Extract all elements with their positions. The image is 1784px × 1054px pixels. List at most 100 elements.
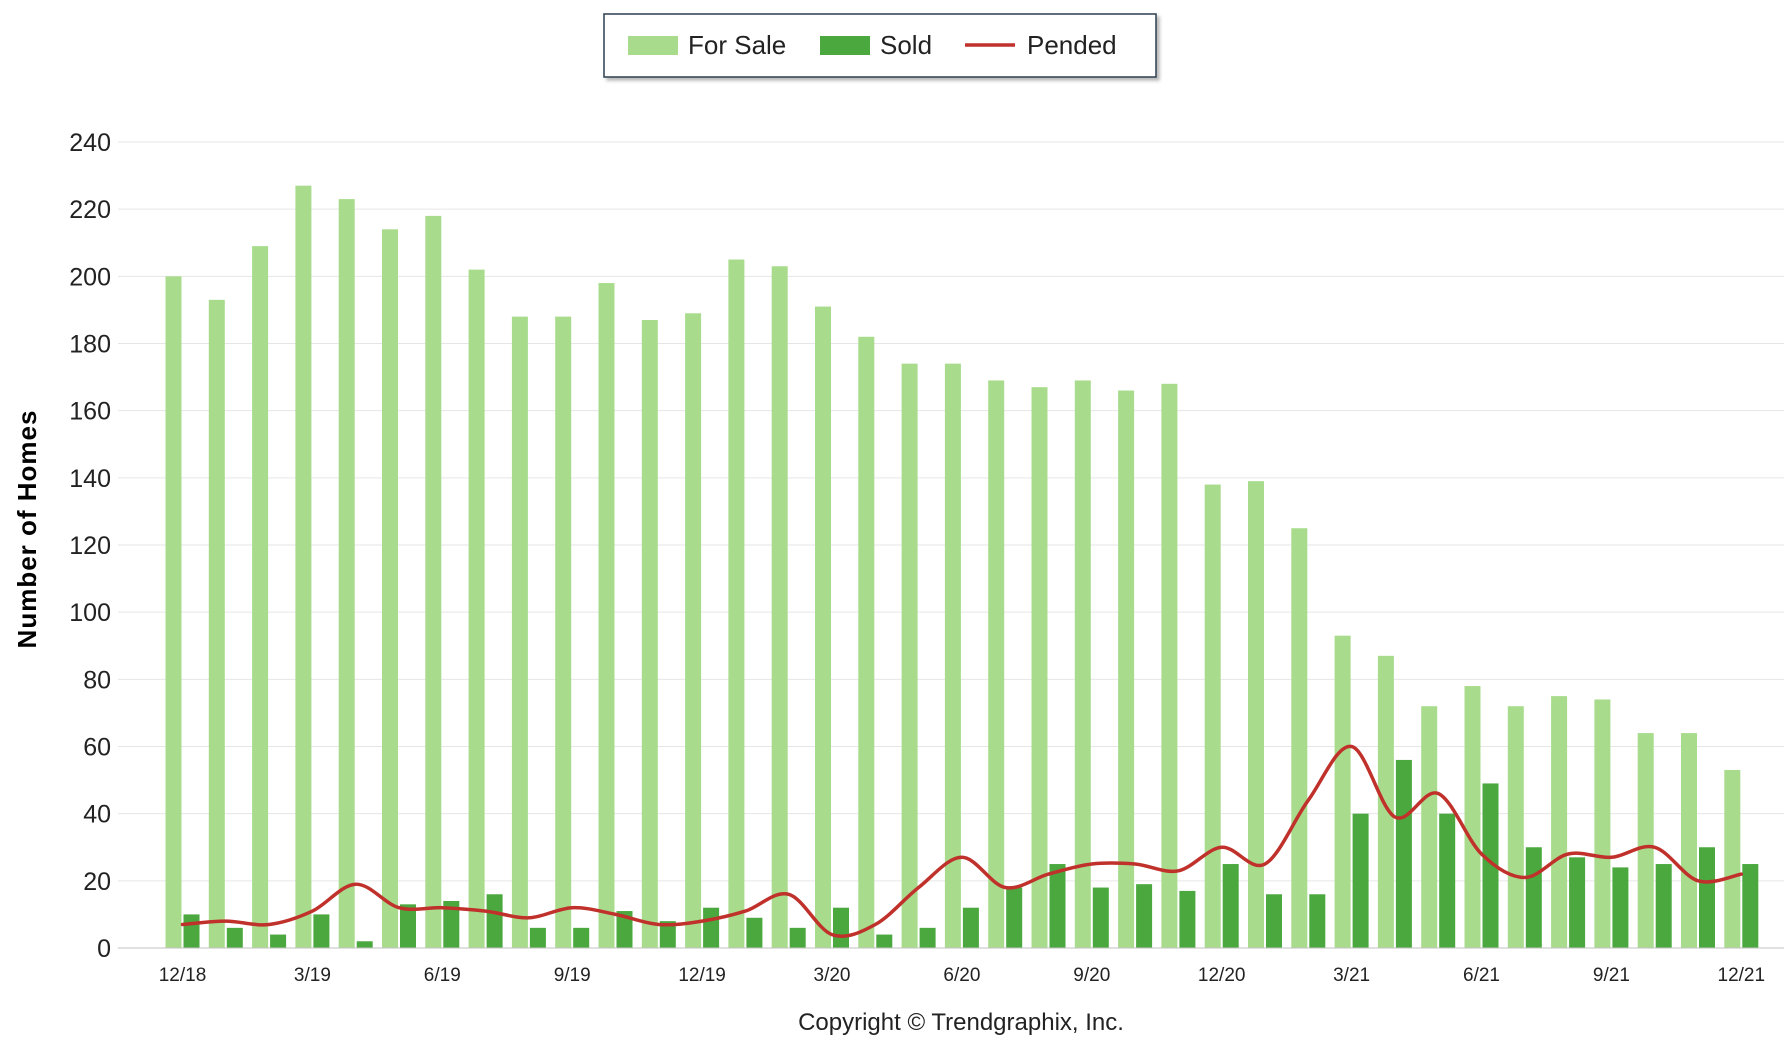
bar-sold bbox=[746, 917, 763, 948]
bar-sold bbox=[1179, 890, 1196, 948]
bar-sold bbox=[1266, 894, 1282, 948]
bar-sold bbox=[1092, 887, 1109, 948]
bar-sold bbox=[486, 894, 503, 948]
x-tick-label: 6/19 bbox=[424, 965, 461, 986]
bar-sold bbox=[1049, 864, 1066, 948]
y-tick-label: 40 bbox=[83, 801, 111, 829]
series-line-pended bbox=[180, 744, 1744, 938]
x-axis-ticks: 12/18 3/19 6/19 9/19 12/19 3/20 6/20 9/20 12/20 3… bbox=[159, 965, 1765, 986]
bar-sold bbox=[400, 904, 416, 948]
bar-sold bbox=[529, 927, 546, 948]
bar-sold bbox=[443, 900, 460, 948]
bar-for-sale bbox=[1637, 733, 1654, 948]
bar-for-sale bbox=[1421, 706, 1438, 948]
legend-swatch bbox=[820, 36, 870, 55]
x-tick-label: 9/20 bbox=[1073, 965, 1110, 986]
bar-sold bbox=[703, 907, 720, 948]
bar-for-sale bbox=[338, 199, 355, 948]
bar-sold bbox=[356, 941, 373, 948]
bar-for-sale bbox=[1377, 655, 1394, 948]
x-tick-label: 3/20 bbox=[814, 965, 851, 986]
bar-for-sale bbox=[1118, 390, 1135, 948]
bar-for-sale bbox=[382, 229, 398, 949]
bar-sold bbox=[1525, 847, 1542, 948]
bar-sold bbox=[1439, 813, 1456, 948]
bar-sold bbox=[962, 907, 979, 948]
legend-label: For Sale bbox=[688, 30, 786, 60]
bar-sold bbox=[183, 914, 200, 948]
bar-sold bbox=[226, 927, 243, 948]
bar-sold bbox=[833, 907, 849, 948]
bar-sold bbox=[1482, 783, 1499, 948]
x-tick-label: 3/19 bbox=[294, 965, 331, 986]
legend-item: For Sale bbox=[628, 30, 786, 60]
bar-for-sale bbox=[641, 319, 658, 948]
bar-for-sale bbox=[1074, 380, 1091, 949]
y-tick-label: 80 bbox=[83, 666, 111, 694]
bar-sold bbox=[1222, 864, 1239, 948]
legend: For Sale Sold Pended bbox=[603, 13, 1157, 78]
y-tick-label: 20 bbox=[83, 868, 111, 896]
bar-for-sale bbox=[252, 246, 269, 948]
legend-label: Sold bbox=[880, 30, 932, 60]
y-tick-label: 200 bbox=[69, 263, 111, 291]
bar-for-sale bbox=[295, 185, 312, 949]
bar-for-sale bbox=[1204, 484, 1221, 948]
bar-for-sale bbox=[815, 306, 831, 948]
bar-for-sale bbox=[1161, 383, 1178, 948]
bar-for-sale bbox=[685, 313, 702, 948]
bar-for-sale bbox=[944, 363, 961, 948]
bar-for-sale bbox=[511, 316, 528, 949]
bar-sold bbox=[616, 911, 633, 948]
bar-sold bbox=[919, 927, 936, 948]
bar-for-sale bbox=[1594, 699, 1611, 948]
x-tick-label: 9/19 bbox=[554, 965, 591, 986]
legend-swatch bbox=[628, 36, 678, 55]
legend-box bbox=[603, 13, 1157, 78]
bar-for-sale bbox=[771, 266, 788, 949]
y-tick-label: 220 bbox=[69, 196, 111, 224]
bar-sold bbox=[1352, 813, 1369, 948]
bars bbox=[165, 185, 1759, 949]
bar-for-sale bbox=[1031, 387, 1048, 948]
bar-for-sale bbox=[598, 283, 615, 948]
bar-for-sale bbox=[858, 336, 875, 948]
bar-sold bbox=[270, 934, 287, 948]
x-tick-label: 6/21 bbox=[1463, 965, 1500, 986]
bar-sold bbox=[1655, 864, 1672, 948]
y-tick-label: 120 bbox=[69, 532, 111, 560]
legend-item: Sold bbox=[820, 30, 932, 60]
bar-for-sale bbox=[728, 259, 745, 949]
y-axis-label: Number of Homes bbox=[12, 410, 42, 649]
y-tick-label: 60 bbox=[83, 734, 111, 762]
y-tick-label: 240 bbox=[69, 129, 111, 157]
bar-for-sale bbox=[1248, 481, 1264, 948]
bar-sold bbox=[659, 921, 676, 948]
bar-for-sale bbox=[208, 299, 225, 948]
x-tick-label: 6/20 bbox=[943, 965, 980, 986]
bar-for-sale bbox=[1681, 733, 1697, 948]
bar-for-sale bbox=[1334, 635, 1351, 948]
bar-for-sale bbox=[425, 215, 442, 949]
legend-label: Pended bbox=[1027, 30, 1117, 60]
bar-sold bbox=[1612, 867, 1629, 948]
y-tick-label: 140 bbox=[69, 465, 111, 493]
bar-for-sale bbox=[901, 363, 918, 948]
bar-sold bbox=[1136, 884, 1153, 948]
copyright-text: Copyright © Trendgraphix, Inc. bbox=[798, 1009, 1124, 1036]
bar-for-sale bbox=[1291, 528, 1308, 948]
bar-sold bbox=[313, 914, 330, 948]
x-tick-label: 12/20 bbox=[1198, 965, 1246, 986]
bar-for-sale bbox=[1551, 696, 1568, 948]
bar-sold bbox=[573, 927, 590, 948]
bar-sold bbox=[1006, 887, 1023, 948]
y-tick-label: 160 bbox=[69, 398, 111, 426]
bar-sold bbox=[1699, 847, 1715, 948]
bar-for-sale bbox=[1464, 686, 1481, 948]
y-axis-ticks: 0 20 40 60 80 100 120 140 160 180 200 220 240 bbox=[69, 129, 111, 963]
x-tick-label: 12/18 bbox=[159, 965, 207, 986]
x-tick-label: 12/21 bbox=[1718, 965, 1766, 986]
x-tick-label: 9/21 bbox=[1593, 965, 1630, 986]
bar-sold bbox=[1395, 759, 1412, 948]
